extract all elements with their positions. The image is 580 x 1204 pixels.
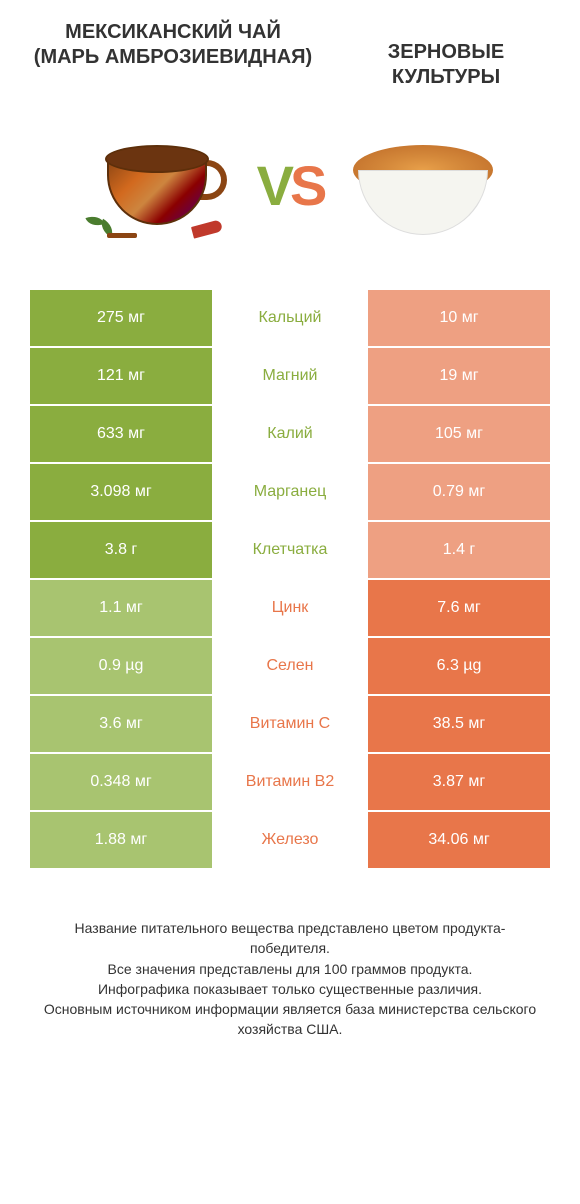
vs-s: S <box>290 154 323 217</box>
vs-label: VS <box>257 153 324 218</box>
cell-right-value: 105 мг <box>368 406 550 462</box>
cell-nutrient-label: Витамин B2 <box>212 754 368 810</box>
vs-row: VS <box>30 120 550 250</box>
tea-cup-icon <box>87 130 227 240</box>
title-right: ЗЕРНОВЫЕ КУЛЬТУРЫ <box>342 20 550 90</box>
cell-right-value: 38.5 мг <box>368 696 550 752</box>
table-row: 0.348 мгВитамин B23.87 мг <box>30 754 550 810</box>
table-row: 3.8 гКлетчатка1.4 г <box>30 522 550 578</box>
cell-right-value: 1.4 г <box>368 522 550 578</box>
cell-right-value: 19 мг <box>368 348 550 404</box>
table-row: 0.9 µgСелен6.3 µg <box>30 638 550 694</box>
titles-row: МЕКСИКАНСКИЙ ЧАЙ (МАРЬ АМБРОЗИЕВИДНАЯ) З… <box>30 20 550 90</box>
cell-right-value: 34.06 мг <box>368 812 550 868</box>
cell-left-value: 3.098 мг <box>30 464 212 520</box>
table-row: 3.098 мгМарганец0.79 мг <box>30 464 550 520</box>
vs-v: V <box>257 154 290 217</box>
cell-left-value: 1.1 мг <box>30 580 212 636</box>
infographic-container: МЕКСИКАНСКИЙ ЧАЙ (МАРЬ АМБРОЗИЕВИДНАЯ) З… <box>0 0 580 1070</box>
table-row: 1.1 мгЦинк7.6 мг <box>30 580 550 636</box>
cell-left-value: 3.8 г <box>30 522 212 578</box>
cell-left-value: 121 мг <box>30 348 212 404</box>
comparison-table: 275 мгКальций10 мг121 мгМагний19 мг633 м… <box>30 290 550 868</box>
cell-nutrient-label: Магний <box>212 348 368 404</box>
table-row: 121 мгМагний19 мг <box>30 348 550 404</box>
cereal-bowl-icon <box>348 135 498 235</box>
cell-left-value: 1.88 мг <box>30 812 212 868</box>
cell-nutrient-label: Клетчатка <box>212 522 368 578</box>
cell-nutrient-label: Витамин C <box>212 696 368 752</box>
cell-nutrient-label: Кальций <box>212 290 368 346</box>
cell-right-value: 3.87 мг <box>368 754 550 810</box>
table-row: 633 мгКалий105 мг <box>30 406 550 462</box>
cell-nutrient-label: Марганец <box>212 464 368 520</box>
cell-left-value: 0.9 µg <box>30 638 212 694</box>
cell-left-value: 275 мг <box>30 290 212 346</box>
table-row: 3.6 мгВитамин C38.5 мг <box>30 696 550 752</box>
cell-nutrient-label: Цинк <box>212 580 368 636</box>
cell-nutrient-label: Селен <box>212 638 368 694</box>
product-image-left <box>77 120 237 250</box>
cell-left-value: 0.348 мг <box>30 754 212 810</box>
title-left: МЕКСИКАНСКИЙ ЧАЙ (МАРЬ АМБРОЗИЕВИДНАЯ) <box>30 20 316 90</box>
table-row: 1.88 мгЖелезо34.06 мг <box>30 812 550 868</box>
cell-right-value: 6.3 µg <box>368 638 550 694</box>
cell-right-value: 7.6 мг <box>368 580 550 636</box>
cell-nutrient-label: Железо <box>212 812 368 868</box>
cell-right-value: 10 мг <box>368 290 550 346</box>
cell-right-value: 0.79 мг <box>368 464 550 520</box>
cell-left-value: 633 мг <box>30 406 212 462</box>
table-row: 275 мгКальций10 мг <box>30 290 550 346</box>
cell-left-value: 3.6 мг <box>30 696 212 752</box>
footer-text: Название питательного вещества представл… <box>30 918 550 1040</box>
cell-nutrient-label: Калий <box>212 406 368 462</box>
product-image-right <box>343 120 503 250</box>
